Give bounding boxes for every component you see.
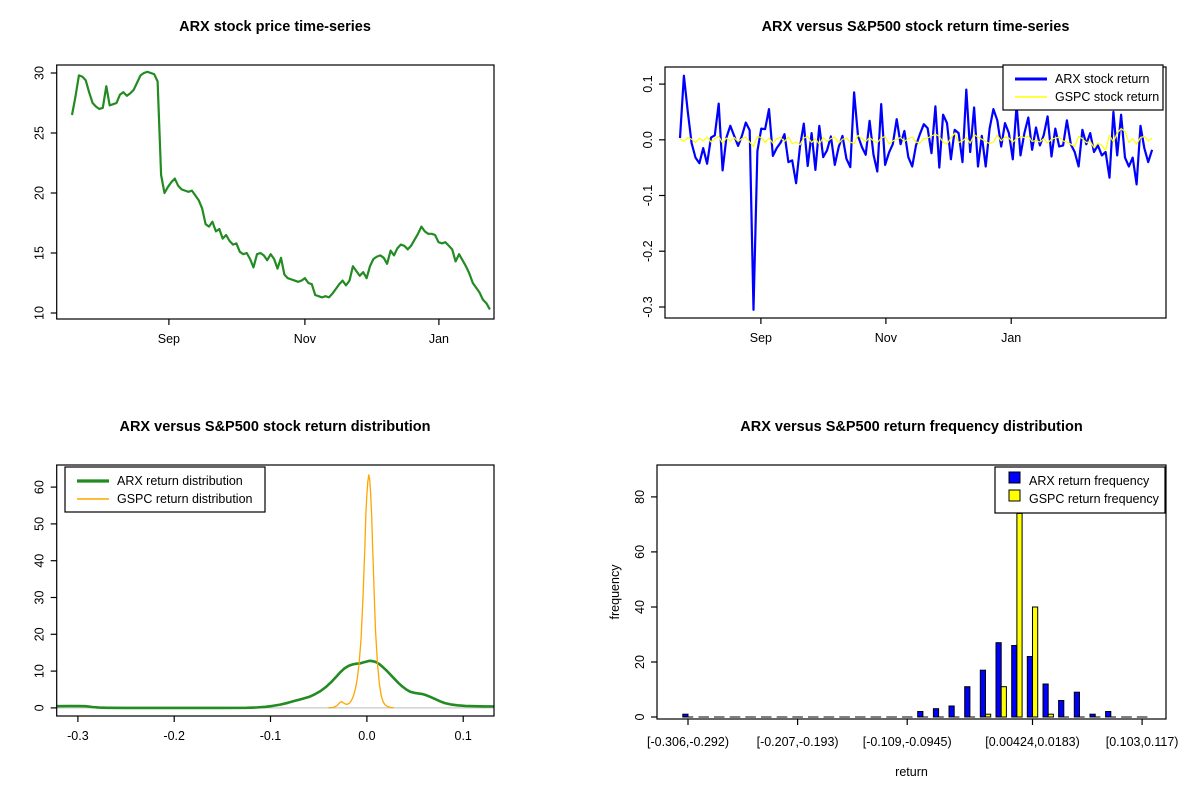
y-tick-label: 0 bbox=[633, 713, 647, 720]
y-tick-label: 40 bbox=[633, 600, 647, 614]
return-density-chart: ARX versus S&P500 stock return distribut… bbox=[33, 419, 495, 743]
arx-return-frequency-bar bbox=[964, 686, 971, 718]
plot-box bbox=[656, 464, 1167, 720]
y-tick-label: 0.0 bbox=[641, 131, 655, 148]
chart-title: ARX stock price time-series bbox=[179, 19, 371, 35]
x-tick-label: -0.2 bbox=[163, 729, 185, 743]
plot-area: -0.3 -0.2 -0.1 0.0 0.1 0 10 20 30 40 50 60 ARX retur… bbox=[33, 464, 495, 743]
plot-box bbox=[664, 66, 1167, 319]
plot-box bbox=[56, 464, 495, 717]
plot-box bbox=[56, 64, 495, 320]
x-tick-label: 0.0 bbox=[358, 729, 375, 743]
gspc-return-frequency-bar bbox=[985, 713, 992, 718]
x-tick-label: [-0.306,-0.292) bbox=[647, 735, 729, 749]
legend-square-sample bbox=[1008, 489, 1021, 502]
plot-area: Sep Nov Jan 10 15 20 25 30 bbox=[33, 64, 495, 346]
panel-return-density: ARX versus S&P500 stock return distribut… bbox=[0, 400, 600, 800]
y-tick-label: 25 bbox=[33, 126, 47, 140]
panel-price-timeseries: ARX stock price time-series Sep Nov Jan 10 1… bbox=[0, 0, 600, 400]
y-axis-label: frequency bbox=[608, 564, 622, 620]
gspc-return-frequency-bar bbox=[1032, 606, 1039, 718]
x-tick-label: -0.1 bbox=[260, 729, 282, 743]
y-tick-label: 15 bbox=[33, 246, 47, 260]
arx-return-frequency-bar bbox=[1073, 691, 1080, 718]
arx-return-frequency-bar bbox=[1042, 683, 1049, 718]
plot-area: Sep Nov Jan 0.1 0.0 -0.1 -0.2 -0.3 ARX stock ret… bbox=[641, 64, 1167, 345]
x-tick-label: [0.00424,0.0183) bbox=[985, 735, 1080, 749]
y-tick-label: 20 bbox=[633, 655, 647, 669]
gspc-return-frequency-bar bbox=[1016, 512, 1023, 718]
y-tick-label: 0 bbox=[33, 704, 47, 711]
series-gspc-stock-return bbox=[679, 128, 1153, 151]
panel-return-frequency: ARX versus S&P500 return frequency distr… bbox=[600, 400, 1200, 800]
arx-return-frequency-bar bbox=[1058, 700, 1065, 718]
arx-return-frequency-bar bbox=[979, 669, 986, 718]
legend-box bbox=[994, 466, 1166, 514]
legend-label: ARX return frequency bbox=[1029, 474, 1150, 488]
x-tick-label: Nov bbox=[294, 332, 317, 346]
chart-title: ARX versus S&P500 stock return time-seri… bbox=[762, 19, 1070, 35]
x-tick-label: Jan bbox=[1001, 331, 1021, 345]
y-tick-label: -0.2 bbox=[641, 240, 655, 262]
legend-label: ARX return distribution bbox=[117, 474, 243, 488]
y-tick-label: 20 bbox=[33, 186, 47, 200]
arx-return-frequency-bar bbox=[917, 711, 924, 718]
gspc-return-frequency-bar bbox=[1047, 713, 1054, 718]
series-arx-stock-return bbox=[678, 74, 1154, 311]
x-tick-label: Sep bbox=[750, 331, 772, 345]
panel-return-timeseries: ARX versus S&P500 stock return time-seri… bbox=[600, 0, 1200, 400]
y-tick-label: 30 bbox=[33, 66, 47, 80]
legend-label: GSPC stock return bbox=[1055, 90, 1159, 104]
x-tick-label: -0.3 bbox=[67, 729, 89, 743]
legend-label: ARX stock return bbox=[1055, 72, 1150, 86]
price-timeseries-chart: ARX stock price time-series Sep Nov Jan 10 1… bbox=[33, 19, 495, 346]
return-timeseries-chart: ARX versus S&P500 stock return time-seri… bbox=[641, 19, 1167, 345]
arx-return-frequency-bar bbox=[932, 708, 940, 718]
y-tick-label: -0.3 bbox=[641, 296, 655, 318]
y-tick-label: 30 bbox=[33, 591, 47, 605]
series-gspc-return-distribution bbox=[328, 474, 394, 709]
y-tick-label: 10 bbox=[33, 664, 47, 678]
arx-return-frequency-bar bbox=[1105, 711, 1112, 718]
x-tick-label: [0.103,0.117) bbox=[1106, 735, 1179, 749]
x-tick-label: Sep bbox=[158, 332, 180, 346]
x-tick-label: Jan bbox=[429, 332, 449, 346]
x-tick-label: Nov bbox=[875, 331, 898, 345]
y-tick-label: 20 bbox=[33, 627, 47, 641]
y-tick-label: 60 bbox=[33, 480, 47, 494]
x-tick-label: 0.1 bbox=[455, 729, 472, 743]
y-tick-label: 0.1 bbox=[641, 75, 655, 92]
x-axis-label: return bbox=[895, 765, 928, 779]
legend-box bbox=[64, 466, 266, 513]
y-tick-label: 10 bbox=[33, 306, 47, 320]
y-tick-label: 50 bbox=[33, 517, 47, 531]
arx-return-frequency-bar bbox=[995, 642, 1002, 718]
arx-return-frequency-bar bbox=[948, 705, 955, 718]
series-arx-stock-price bbox=[70, 70, 491, 310]
plot-area: [-0.306,-0.292) [-0.207,-0.193) [-0.109,-0… bbox=[608, 464, 1179, 779]
return-frequency-chart: ARX versus S&P500 return frequency distr… bbox=[608, 419, 1179, 779]
x-tick-label: [-0.109,-0.0945) bbox=[863, 735, 952, 749]
chart-title: ARX versus S&P500 return frequency distr… bbox=[740, 419, 1082, 435]
arx-return-frequency-bar bbox=[1026, 656, 1033, 718]
chart-title: ARX versus S&P500 stock return distribut… bbox=[119, 419, 430, 435]
legend-label: GSPC return distribution bbox=[117, 492, 253, 506]
legend-square-sample bbox=[1008, 471, 1021, 484]
y-tick-label: 40 bbox=[33, 554, 47, 568]
x-tick-label: [-0.207,-0.193) bbox=[757, 735, 839, 749]
gspc-return-frequency-bar bbox=[1000, 686, 1007, 718]
legend-label: GSPC return frequency bbox=[1029, 492, 1160, 506]
arx-return-frequency-bar bbox=[1011, 645, 1018, 718]
y-tick-label: 80 bbox=[633, 490, 647, 504]
y-tick-label: -0.1 bbox=[641, 185, 655, 207]
y-tick-label: 60 bbox=[633, 545, 647, 559]
series-arx-return-distribution bbox=[56, 659, 494, 710]
legend-box bbox=[1002, 64, 1164, 111]
